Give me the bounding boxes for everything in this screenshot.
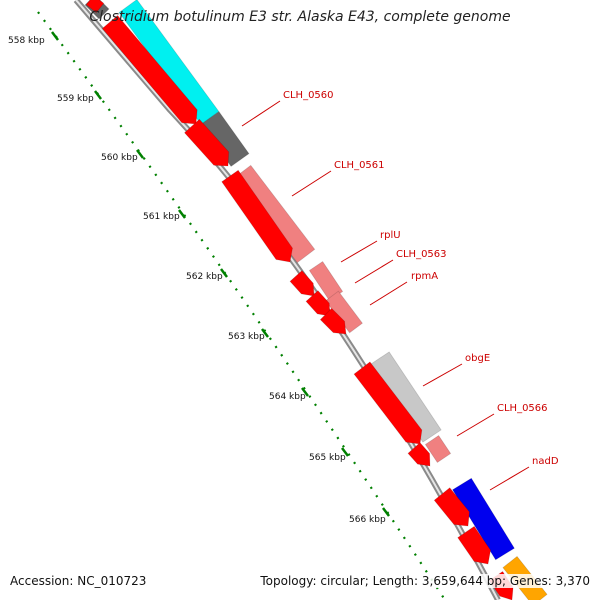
tick-scale: 558 kbp 559 kbp 560 kbp 561 kbp 562 kbp 563 k… [8, 11, 446, 600]
tick-mark [94, 90, 102, 100]
gene-label[interactable]: CLH_0560 [283, 90, 334, 101]
gene-label-leader [456, 413, 495, 437]
tick-label: 559 kbp [57, 94, 94, 104]
accession-text: Accession: NC_010723 [8, 574, 149, 588]
gene-label-leader [340, 240, 378, 263]
cds-arrow-2 [184, 118, 230, 167]
gene-label[interactable]: rplU [380, 230, 401, 241]
tick-label: 560 kbp [101, 153, 138, 163]
tick-label: 561 kbp [143, 212, 180, 222]
tick-label: 562 kbp [186, 272, 223, 282]
tick-mark [220, 268, 228, 278]
genome-summary-text: Topology: circular; Length: 3,659,644 bp… [258, 574, 592, 588]
tick-mark [301, 387, 309, 397]
gene-label[interactable]: CLH_0566 [497, 403, 548, 414]
gene-label-leader [291, 170, 332, 197]
cds-arrow-6 [319, 307, 347, 335]
tick-mark [178, 209, 186, 219]
gene-features [84, 0, 548, 600]
cds-arrow-5 [305, 290, 331, 317]
cds-arrow-top [85, 0, 105, 14]
feature-salmon-clh0566 [424, 435, 452, 463]
tick-label: 563 kbp [228, 332, 265, 342]
gene-label-leader [354, 259, 394, 284]
cds-arrow-4 [289, 270, 315, 297]
gene-label[interactable]: CLH_0561 [334, 160, 385, 171]
tick-mark [51, 31, 59, 41]
gene-label[interactable]: rpmA [411, 271, 438, 282]
gene-label-leader [489, 466, 530, 491]
gene-label-leader [241, 100, 281, 127]
gene-label-leader [369, 281, 408, 306]
tick-label: 558 kbp [8, 36, 45, 46]
gene-label-leader [422, 363, 463, 387]
tick-label: 565 kbp [309, 453, 346, 463]
gene-label[interactable]: CLH_0563 [396, 249, 447, 260]
cds-arrow-3 [221, 169, 293, 263]
cds-arrow-9 [433, 487, 470, 527]
tick-mark [261, 328, 269, 338]
tick-mark [136, 149, 144, 159]
gene-labels: CLH_0560 CLH_0561 rplU CLH_0563 rpmA obgE CLH_… [241, 90, 559, 491]
cds-arrow-10 [457, 525, 491, 565]
cds-arrow-8 [407, 442, 431, 467]
cds-arrow-1 [101, 14, 198, 125]
tick-mark [382, 507, 390, 517]
gene-label[interactable]: obgE [465, 353, 490, 364]
gene-label[interactable]: nadD [532, 456, 559, 467]
tick-label: 564 kbp [269, 392, 306, 402]
tick-dotted-line [37, 11, 446, 600]
map-title: Clostridium botulinum E3 str. Alaska E43… [89, 9, 511, 25]
tick-mark [341, 447, 349, 457]
tick-label: 566 kbp [349, 515, 386, 525]
feature-blue-nadd [452, 477, 515, 561]
feature-salmon-rplu [308, 261, 344, 301]
cds-arrow-7 [353, 361, 423, 445]
